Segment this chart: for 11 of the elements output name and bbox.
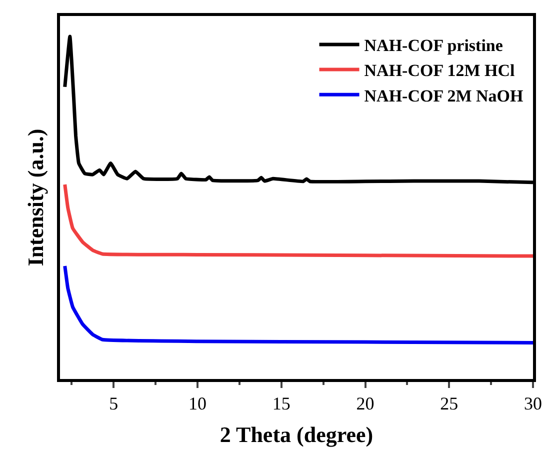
legend-label: NAH-COF 12M HCl	[364, 61, 516, 80]
x-tick-label: 5	[109, 393, 118, 414]
x-axis-title: 2 Theta (degree)	[220, 422, 374, 448]
legend-label: NAH-COF pristine	[364, 36, 504, 56]
x-tick-label: 25	[440, 393, 458, 414]
x-tick-label: 10	[188, 393, 207, 414]
x-tick-label: 20	[356, 393, 374, 414]
legend-label: NAH-COF 2M NaOH	[364, 86, 524, 106]
x-tick-label: 30	[524, 393, 542, 414]
x-tick-label: 15	[272, 393, 290, 414]
y-axis-title: Intensity (a.u.)	[23, 128, 48, 266]
